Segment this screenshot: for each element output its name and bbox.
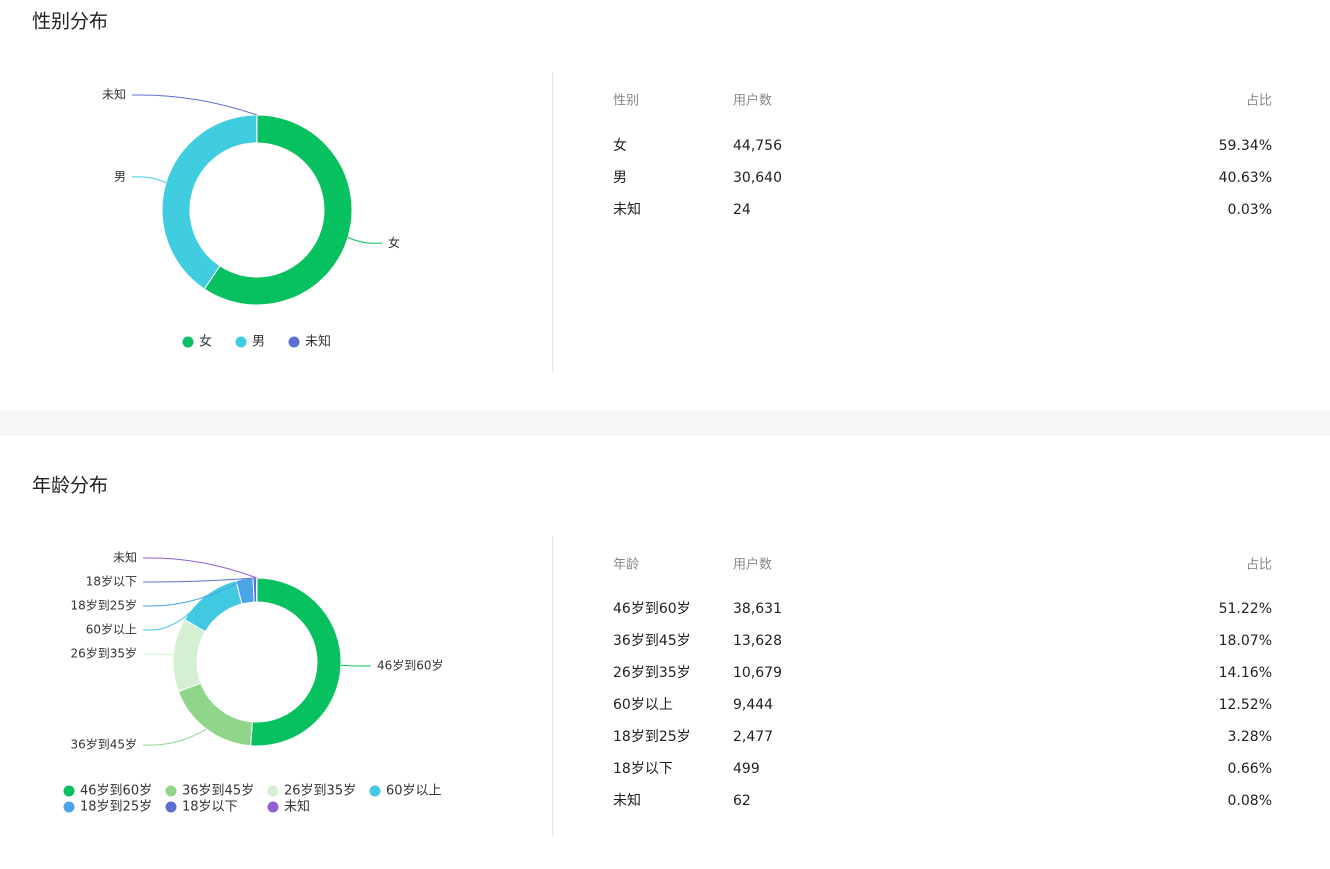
donut-slice xyxy=(177,682,253,747)
section-title: 性别分布 xyxy=(32,11,108,33)
legend-label: 46岁到60岁 xyxy=(80,784,152,799)
table-header: 年龄 xyxy=(613,558,639,573)
table-cell: 0.08% xyxy=(1228,793,1272,809)
slice-label: 未知 xyxy=(102,88,126,102)
legend-marker xyxy=(267,801,279,813)
table-cell: 18.07% xyxy=(1219,633,1272,649)
legend-marker xyxy=(63,785,75,797)
slice-label: 18岁以下 xyxy=(86,574,137,589)
legend-marker xyxy=(182,336,194,348)
label-leader xyxy=(143,577,255,583)
donut-slice xyxy=(203,114,353,306)
table-cell: 46岁到60岁 xyxy=(613,601,691,617)
table-header: 用户数 xyxy=(733,557,772,573)
table-cell: 2,477 xyxy=(733,729,773,745)
table-cell: 44,756 xyxy=(733,138,782,154)
table-cell: 24 xyxy=(733,202,751,218)
table-cell: 12.52% xyxy=(1219,697,1272,713)
section-title: 年龄分布 xyxy=(32,475,108,497)
slice-label: 26岁到35岁 xyxy=(70,646,137,661)
legend-label: 18岁以下 xyxy=(182,800,238,815)
slice-label: 36岁到45岁 xyxy=(70,737,137,752)
legend-marker xyxy=(63,801,75,813)
table-cell: 女 xyxy=(613,137,627,154)
table-cell: 51.22% xyxy=(1219,601,1272,617)
label-leader xyxy=(143,728,207,746)
label-leader xyxy=(143,594,207,631)
slice-label: 18岁到25岁 xyxy=(70,598,137,613)
table-header: 性别 xyxy=(613,94,639,109)
table-cell: 60岁以上 xyxy=(613,697,673,713)
label-leader xyxy=(143,653,174,656)
label-leader xyxy=(132,94,258,116)
table-cell: 未知 xyxy=(613,201,641,218)
legend-marker xyxy=(235,336,247,348)
legend-label: 36岁到45岁 xyxy=(182,784,254,799)
legend-label: 女 xyxy=(199,334,212,350)
table-cell: 9,444 xyxy=(733,697,773,713)
legend-label: 18岁到25岁 xyxy=(80,800,152,815)
table-cell: 59.34% xyxy=(1219,138,1272,154)
label-leader xyxy=(340,664,371,667)
label-leader xyxy=(143,578,245,607)
table-header: 用户数 xyxy=(733,93,772,109)
donut-slice xyxy=(250,577,342,747)
legend-label: 未知 xyxy=(284,799,310,815)
label-leader xyxy=(347,237,382,244)
table-cell: 男 xyxy=(613,170,627,186)
legend-marker xyxy=(369,785,381,797)
slice-label: 46岁到60岁 xyxy=(377,657,444,672)
legend-marker xyxy=(165,801,177,813)
legend-label: 26岁到35岁 xyxy=(284,784,356,799)
table-cell: 18岁以下 xyxy=(613,761,673,777)
table-cell: 10,679 xyxy=(733,665,782,681)
table-header: 占比 xyxy=(1246,94,1272,109)
donut-slice xyxy=(172,618,206,693)
table-cell: 0.66% xyxy=(1228,761,1272,777)
slice-label: 女 xyxy=(388,235,400,250)
table-cell: 62 xyxy=(733,793,751,809)
table-cell: 未知 xyxy=(613,792,641,809)
label-leader xyxy=(143,557,257,579)
legend-marker xyxy=(165,785,177,797)
table-cell: 26岁到35岁 xyxy=(613,665,691,681)
table-cell: 30,640 xyxy=(733,170,782,186)
slice-label: 男 xyxy=(114,169,126,183)
table-cell: 38,631 xyxy=(733,601,782,617)
donut-slice xyxy=(161,114,258,290)
legend-marker xyxy=(288,336,300,348)
donut-slice xyxy=(183,580,243,633)
section-separator xyxy=(0,411,1330,436)
legend-label: 男 xyxy=(252,335,265,350)
table-cell: 3.28% xyxy=(1228,729,1272,745)
slice-label: 60岁以上 xyxy=(86,622,137,637)
table-cell: 36岁到45岁 xyxy=(613,633,691,649)
table-cell: 18岁到25岁 xyxy=(613,729,691,745)
legend-label: 60岁以上 xyxy=(386,784,442,799)
label-leader xyxy=(132,176,167,184)
table-cell: 14.16% xyxy=(1219,665,1272,681)
table-cell: 40.63% xyxy=(1219,170,1272,186)
table-cell: 0.03% xyxy=(1228,202,1272,218)
legend-label: 未知 xyxy=(305,334,331,350)
slice-label: 未知 xyxy=(113,551,137,565)
table-cell: 13,628 xyxy=(733,633,782,649)
table-header: 占比 xyxy=(1246,558,1272,573)
table-cell: 499 xyxy=(733,761,760,777)
legend-marker xyxy=(267,785,279,797)
